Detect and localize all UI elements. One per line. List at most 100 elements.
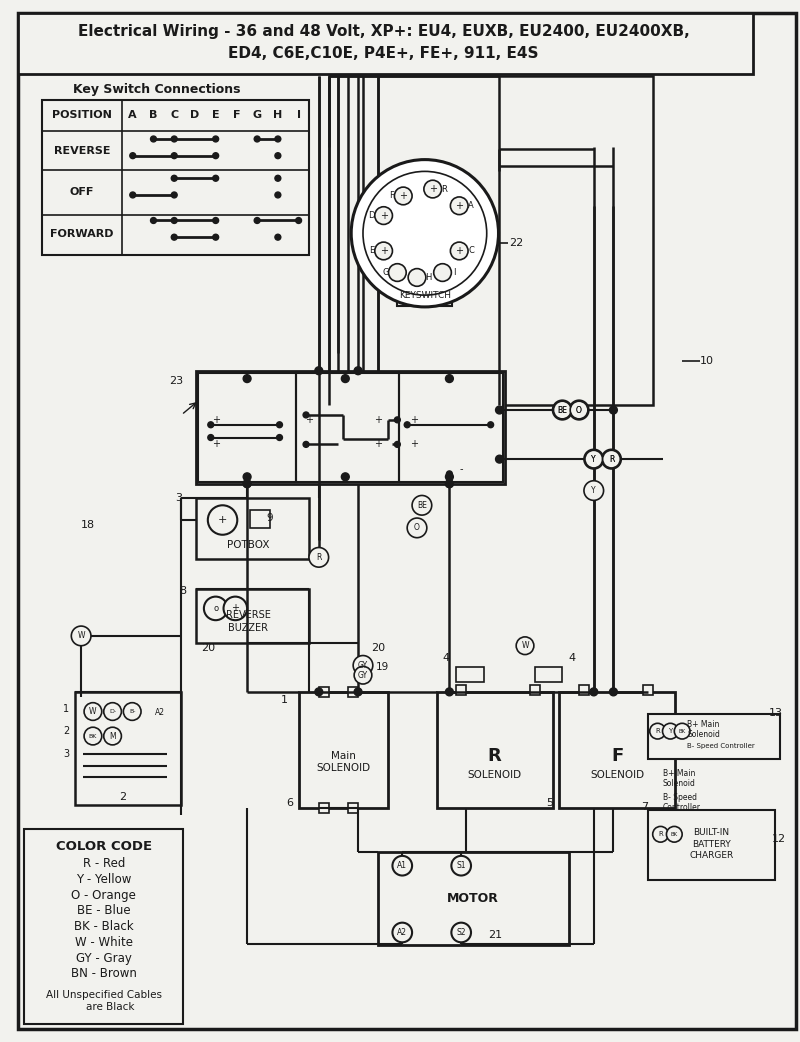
Bar [24,829,183,1024]
Circle shape [213,137,218,142]
Text: O - Orange: O - Orange [71,889,136,901]
Text: O: O [576,405,582,415]
Text: +: + [410,415,418,425]
Text: -: - [307,440,310,449]
Text: O: O [576,405,582,415]
Circle shape [408,269,426,287]
Text: S1: S1 [457,861,466,870]
Circle shape [243,473,251,480]
Circle shape [309,547,329,567]
Text: 12: 12 [771,835,786,844]
Circle shape [315,688,322,696]
Text: G: G [382,268,389,277]
Circle shape [275,175,281,181]
Bar [579,685,589,695]
Bar [348,687,358,697]
Text: 5: 5 [546,798,553,808]
Text: 22: 22 [509,238,523,248]
Text: 9: 9 [266,513,273,523]
Text: 3: 3 [63,749,70,759]
Text: -: - [459,464,463,474]
Circle shape [584,480,603,500]
Bar [296,373,399,481]
Circle shape [208,435,214,441]
Text: BUILT-IN: BUILT-IN [694,827,730,837]
Circle shape [208,422,214,427]
Text: W - White: W - White [74,936,133,949]
Circle shape [393,922,412,942]
Text: 21: 21 [489,931,502,941]
Text: OFF: OFF [70,187,94,197]
Text: D-: D- [109,709,116,714]
Text: Y: Y [591,486,596,495]
Text: +: + [218,515,227,525]
Text: GY - Gray: GY - Gray [76,951,132,965]
Circle shape [354,367,362,375]
Circle shape [446,375,454,382]
Text: O: O [414,523,420,532]
Circle shape [610,688,618,696]
Circle shape [130,153,136,158]
Text: B- Speed Controller: B- Speed Controller [687,743,755,749]
Circle shape [84,702,102,720]
Text: C: C [468,247,474,255]
Bar [348,802,358,813]
Text: +: + [410,440,418,449]
Circle shape [495,406,503,414]
Circle shape [171,234,177,240]
Bar [196,589,309,643]
Circle shape [446,688,454,696]
Circle shape [394,442,400,447]
Bar [456,685,466,695]
Text: D: D [369,212,375,220]
Text: 2: 2 [63,726,70,736]
Text: GY: GY [358,671,368,679]
Text: 3: 3 [175,494,182,503]
Circle shape [610,406,618,414]
Circle shape [412,495,432,515]
Text: REVERSE: REVERSE [54,146,110,155]
Text: +: + [455,246,463,256]
Circle shape [254,218,260,223]
Text: B-: B- [129,709,135,714]
Circle shape [204,597,227,620]
Text: SOLENOID: SOLENOID [590,770,645,780]
Circle shape [446,471,452,477]
Text: H: H [426,273,432,282]
Circle shape [351,159,498,307]
Circle shape [150,137,157,142]
Circle shape [404,422,410,427]
Text: B: B [150,110,158,121]
Circle shape [446,479,454,488]
Circle shape [275,192,281,198]
Text: D: D [190,110,199,121]
Circle shape [342,473,350,480]
Circle shape [84,727,102,745]
Text: BE: BE [558,405,567,415]
Circle shape [303,442,309,447]
Circle shape [585,450,602,468]
Circle shape [243,479,251,488]
Circle shape [495,455,503,463]
Circle shape [666,826,682,842]
Circle shape [451,855,471,875]
Text: Solenoid: Solenoid [662,778,695,788]
Text: Controller: Controller [662,803,701,813]
Text: CHARGER: CHARGER [690,851,734,861]
Text: R: R [609,454,614,464]
Circle shape [71,626,91,646]
Circle shape [342,375,350,382]
Text: R: R [442,184,447,194]
Circle shape [653,826,669,842]
Bar [318,687,329,697]
Text: +: + [212,440,220,449]
Circle shape [450,197,468,215]
Bar [643,685,653,695]
Text: SOLENOID: SOLENOID [316,764,370,773]
Text: Y: Y [591,454,596,464]
Text: H: H [274,110,282,121]
Text: Solenoid: Solenoid [687,729,720,739]
Circle shape [171,175,177,181]
Text: +: + [305,415,313,425]
Text: SOLENOID: SOLENOID [467,770,522,780]
